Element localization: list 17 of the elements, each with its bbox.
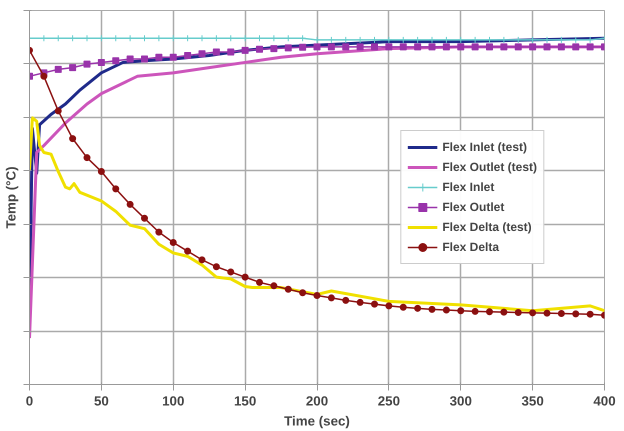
x-tick-label: 300 [450,394,472,408]
x-tick-label: 50 [94,394,109,408]
legend-label: Flex Delta [442,239,500,255]
x-tick-label: 200 [306,394,328,408]
x-tick-label: 350 [522,394,544,408]
legend-label: Flex Delta (test) [442,219,532,235]
x-tick-label: 150 [234,394,256,408]
x-axis-title: Time (sec) [284,414,350,428]
legend-label: Flex Outlet (test) [442,159,537,175]
x-tick-label: 400 [593,394,616,408]
x-tick-label: 0 [26,394,34,408]
x-tick-label: 100 [162,394,184,408]
legend-label: Flex Outlet [442,199,504,215]
legend-label: Flex Inlet [442,179,494,195]
legend-label: Flex Inlet (test) [442,139,527,155]
x-tick-label: 250 [378,394,400,408]
y-axis-title: Temp (°C) [4,166,18,229]
